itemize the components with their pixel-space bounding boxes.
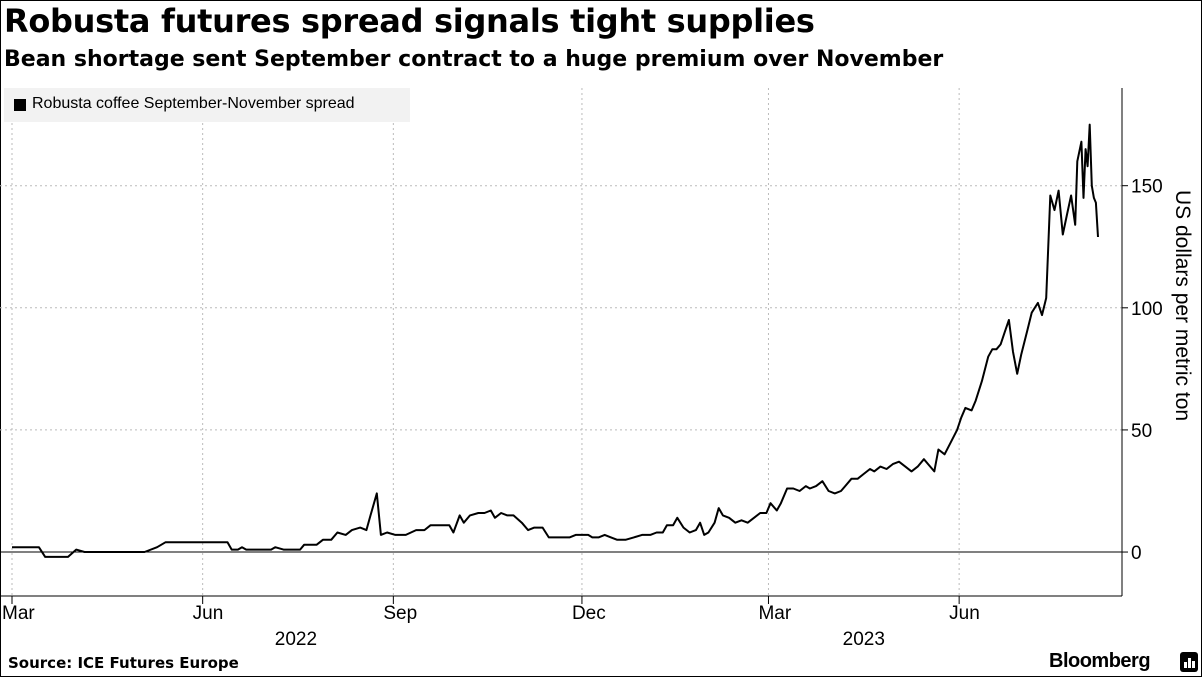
legend-swatch <box>14 99 26 111</box>
y-axis-title: US dollars per metric ton <box>1171 190 1194 421</box>
y-tick-label: 50 <box>1131 421 1152 442</box>
chart-subtitle: Bean shortage sent September contract to… <box>4 47 944 72</box>
brand-logo: Bloomberg <box>1049 650 1151 672</box>
y-tick-label: 0 <box>1131 543 1142 564</box>
x-tick-label: Jun <box>193 603 224 624</box>
source-note: Source: ICE Futures Europe <box>8 654 239 672</box>
axes <box>0 88 1128 604</box>
axis-labels: 0 50 100 150 Mar Jun Sep Dec Mar Jun 2022 2023 US do… <box>2 177 1194 650</box>
legend-label: Robusta coffee September-November spread <box>32 95 355 112</box>
gridlines <box>0 88 1122 596</box>
x-tick-label: Dec <box>572 603 606 624</box>
year-label: 2023 <box>843 629 885 650</box>
series-layer <box>12 123 1099 558</box>
x-tick-label: Jun <box>949 603 980 624</box>
y-tick-label: 100 <box>1131 299 1163 320</box>
year-label: 2022 <box>275 629 317 650</box>
series-line <box>12 123 1099 558</box>
legend: Robusta coffee September-November spread <box>4 88 410 122</box>
x-tick-label: Mar <box>758 603 791 624</box>
x-tick-label: Mar <box>2 603 35 624</box>
x-tick-label: Sep <box>383 603 417 624</box>
chart-title: Robusta futures spread signals tight sup… <box>4 2 815 40</box>
bloomberg-icon <box>1180 652 1198 672</box>
y-tick-label: 150 <box>1131 177 1163 198</box>
